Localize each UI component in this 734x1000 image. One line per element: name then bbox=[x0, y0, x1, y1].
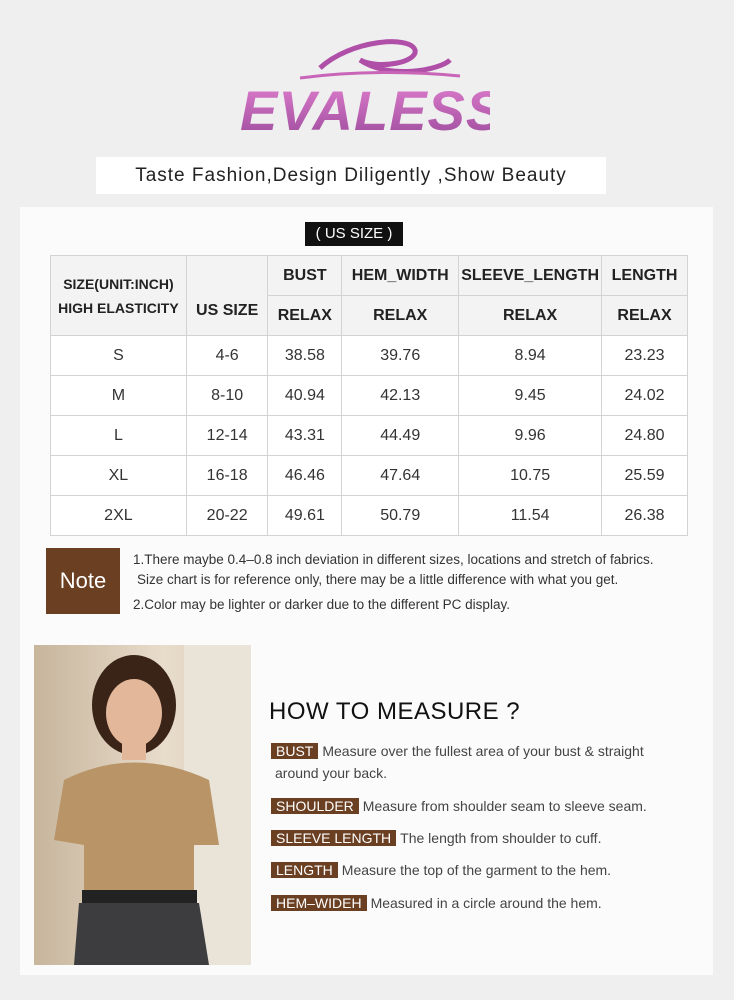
note-line: 1.There maybe 0.4–0.8 inch deviation in … bbox=[133, 552, 654, 567]
table-cell: 43.31 bbox=[267, 415, 343, 456]
table-cell: 23.23 bbox=[601, 335, 688, 376]
table-row: S 4-6 38.58 39.76 8.94 23.23 bbox=[50, 335, 688, 376]
table-cell: S bbox=[50, 335, 187, 376]
tagline: Taste Fashion,Design Diligently ,Show Be… bbox=[96, 157, 606, 194]
table-cell: 38.58 bbox=[267, 335, 343, 376]
table-cell: 44.49 bbox=[341, 415, 460, 456]
table-cell: 10.75 bbox=[458, 455, 603, 496]
note-line: Size chart is for reference only, there … bbox=[137, 572, 619, 587]
table-cell: 24.02 bbox=[601, 375, 688, 416]
table-cell: 16-18 bbox=[185, 455, 269, 496]
table-cell: 50.79 bbox=[341, 495, 460, 536]
column-header: LENGTH bbox=[601, 255, 688, 296]
table-cell: 4-6 bbox=[185, 335, 269, 376]
fit-header: RELAX bbox=[341, 295, 460, 336]
table-cell: 9.45 bbox=[458, 375, 603, 416]
table-cell: 20-22 bbox=[185, 495, 269, 536]
column-header: HEM_WIDTH bbox=[341, 255, 460, 296]
table-cell: 40.94 bbox=[267, 375, 343, 416]
table-cell: 8-10 bbox=[185, 375, 269, 416]
brand-name: EVALESS bbox=[240, 79, 505, 142]
table-cell: XL bbox=[50, 455, 187, 496]
table-cell: 8.94 bbox=[458, 335, 603, 376]
table-cell: 47.64 bbox=[341, 455, 460, 496]
table-row: M 8-10 40.94 42.13 9.45 24.02 bbox=[50, 375, 688, 416]
size-table: SIZE(UNIT:INCH) HIGH ELASTICITY US SIZE B… bbox=[50, 255, 688, 536]
table-cell: 25.59 bbox=[601, 455, 688, 496]
us-size-badge: ( US SIZE ) bbox=[305, 222, 403, 246]
fit-header: RELAX bbox=[458, 295, 603, 336]
model-illustration bbox=[54, 645, 251, 965]
table-cell: 42.13 bbox=[341, 375, 460, 416]
table-row: 2XL 20-22 49.61 50.79 11.54 26.38 bbox=[50, 495, 688, 536]
table-cell: 46.46 bbox=[267, 455, 343, 496]
model-photo bbox=[34, 645, 251, 965]
how-to-measure-title: HOW TO MEASURE ? bbox=[269, 698, 521, 725]
us-size-header: US SIZE bbox=[185, 255, 269, 336]
table-cell: 12-14 bbox=[185, 415, 269, 456]
measure-bust: BUST Measure over the fullest area of you… bbox=[271, 740, 644, 784]
table-cell: 2XL bbox=[50, 495, 187, 536]
table-cell: 49.61 bbox=[267, 495, 343, 536]
table-cell: L bbox=[50, 415, 187, 456]
fit-header: RELAX bbox=[267, 295, 343, 336]
table-cell: 26.38 bbox=[601, 495, 688, 536]
column-header: BUST bbox=[267, 255, 343, 296]
measure-shoulder: SHOULDER Measure from shoulder seam to sl… bbox=[271, 795, 647, 817]
measure-hem-width: HEM–WIDEH Measured in a circle around the… bbox=[271, 892, 602, 914]
table-cell: 9.96 bbox=[458, 415, 603, 456]
measure-length: LENGTH Measure the top of the garment to … bbox=[271, 859, 611, 881]
table-cell: 11.54 bbox=[458, 495, 603, 536]
note-line: 2.Color may be lighter or darker due to … bbox=[133, 597, 510, 612]
note-badge: Note bbox=[46, 548, 120, 614]
size-header: SIZE(UNIT:INCH) HIGH ELASTICITY bbox=[50, 255, 187, 336]
table-row: L 12-14 43.31 44.49 9.96 24.80 bbox=[50, 415, 688, 456]
table-cell: 39.76 bbox=[341, 335, 460, 376]
fit-header: RELAX bbox=[601, 295, 688, 336]
table-row: XL 16-18 46.46 47.64 10.75 25.59 bbox=[50, 455, 688, 496]
table-cell: 24.80 bbox=[601, 415, 688, 456]
column-header: SLEEVE_LENGTH bbox=[458, 255, 603, 296]
measure-sleeve-length: SLEEVE LENGTH The length from shoulder to… bbox=[271, 827, 601, 849]
brand-logo: EVALESS bbox=[240, 30, 505, 142]
hat-icon bbox=[299, 39, 461, 80]
table-cell: M bbox=[50, 375, 187, 416]
